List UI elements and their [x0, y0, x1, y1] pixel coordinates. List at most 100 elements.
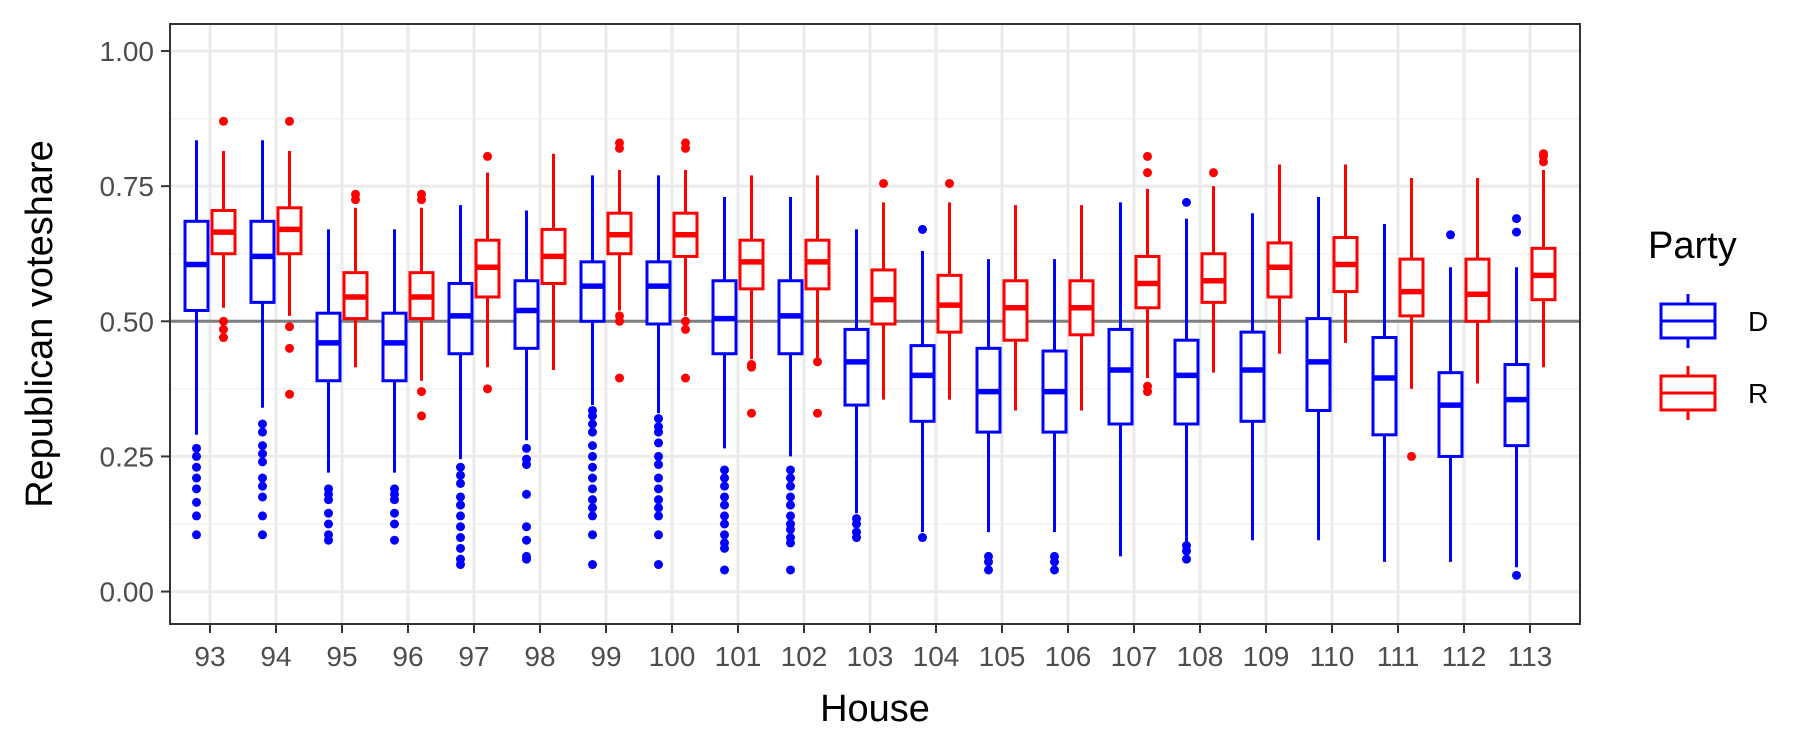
y-axis-title: Republican voteshare: [19, 140, 61, 508]
x-tick-label: 103: [847, 641, 894, 672]
outlier-point: [456, 533, 465, 543]
outlier-point: [786, 500, 795, 510]
outlier-point: [786, 473, 795, 483]
outlier-point: [654, 511, 663, 521]
box-R-111: [1398, 178, 1425, 461]
outlier-point: [681, 316, 690, 326]
box-R-98: [540, 153, 567, 370]
outlier-point: [1182, 197, 1191, 207]
x-tick-label: 112: [1442, 641, 1487, 672]
outlier-point: [654, 473, 663, 483]
x-tick-label: 111: [1377, 641, 1420, 672]
outlier-point: [1143, 168, 1152, 178]
x-tick-label: 93: [194, 641, 225, 672]
box-D-112: [1437, 230, 1464, 562]
outlier-point: [786, 492, 795, 502]
legend-key-R: [1659, 366, 1717, 420]
outlier-point: [522, 443, 531, 453]
outlier-point: [324, 535, 333, 545]
outlier-point: [945, 178, 954, 188]
box-D-99: [579, 175, 606, 570]
outlier-point: [192, 511, 201, 521]
outlier-point: [1209, 168, 1218, 178]
box-R-102: [804, 175, 831, 418]
outlier-point: [615, 143, 624, 153]
outlier-point: [522, 554, 531, 564]
outlier-point: [324, 495, 333, 505]
outlier-point: [1407, 451, 1416, 461]
outlier-point: [258, 449, 267, 459]
x-axis-title: House: [820, 688, 930, 730]
box-R-103: [870, 178, 897, 400]
outlier-point: [456, 543, 465, 553]
box-iqr: [1239, 330, 1266, 423]
x-tick-label: 106: [1045, 641, 1092, 672]
outlier-point: [390, 495, 399, 505]
x-tick-label: 95: [326, 641, 357, 672]
outlier-point: [588, 427, 597, 437]
box-D-96: [381, 229, 408, 545]
x-axis: 93 94 95 96 97 98 99 100 101 102 103 104 105 106 107 10…: [194, 624, 1552, 672]
outlier-point: [615, 373, 624, 383]
outlier-point: [1182, 554, 1191, 564]
outlier-point: [258, 481, 267, 491]
outlier-point: [522, 460, 531, 470]
outlier-point: [654, 503, 663, 513]
y-tick-label: 0.00: [100, 577, 155, 608]
outlier-point: [390, 508, 399, 518]
outlier-point: [192, 484, 201, 494]
box-D-113: [1503, 214, 1530, 580]
box-D-93: [183, 140, 210, 540]
x-tick-label: 108: [1177, 641, 1224, 672]
box-iqr: [1398, 257, 1425, 318]
outlier-point: [918, 224, 927, 234]
outlier-point: [483, 384, 492, 394]
outlier-point: [1143, 387, 1152, 397]
outlier-point: [681, 373, 690, 383]
outlier-point: [918, 533, 927, 543]
outlier-point: [483, 151, 492, 161]
x-tick-label: 100: [649, 641, 696, 672]
outlier-point: [1050, 565, 1059, 575]
x-tick-label: 107: [1111, 641, 1158, 672]
box-D-109: [1239, 213, 1266, 541]
outlier-point: [720, 481, 729, 491]
legend: Party D R: [1648, 225, 1768, 420]
legend-title: Party: [1648, 225, 1737, 267]
outlier-point: [588, 419, 597, 429]
outlier-point: [258, 492, 267, 502]
x-tick-label: 97: [458, 641, 489, 672]
box-iqr: [1437, 371, 1464, 458]
outlier-point: [456, 492, 465, 502]
outlier-point: [588, 462, 597, 472]
box-D-108: [1173, 197, 1200, 564]
outlier-point: [786, 465, 795, 475]
box-D-104: [909, 224, 936, 543]
box-iqr: [1107, 327, 1134, 426]
x-tick-label: 113: [1508, 641, 1553, 672]
outlier-point: [417, 411, 426, 421]
box-R-99: [606, 138, 633, 383]
outlier-point: [786, 524, 795, 534]
box-iqr: [1173, 338, 1200, 426]
box-R-95: [342, 189, 369, 368]
outlier-point: [1539, 157, 1548, 167]
box-R-101: [738, 175, 765, 418]
outlier-point: [786, 511, 795, 521]
box-iqr: [315, 311, 342, 383]
outlier-point: [192, 473, 201, 483]
outlier-point: [456, 522, 465, 532]
outlier-point: [852, 519, 861, 529]
outlier-point: [219, 116, 228, 126]
outlier-point: [588, 560, 597, 570]
outlier-point: [984, 557, 993, 567]
outlier-point: [285, 389, 294, 399]
outlier-point: [720, 500, 729, 510]
outlier-point: [588, 511, 597, 521]
outlier-point: [1512, 214, 1521, 224]
outlier-point: [654, 414, 663, 424]
outlier-point: [588, 441, 597, 451]
x-tick-label: 98: [524, 641, 555, 672]
box-D-95: [315, 229, 342, 545]
outlier-point: [417, 387, 426, 397]
